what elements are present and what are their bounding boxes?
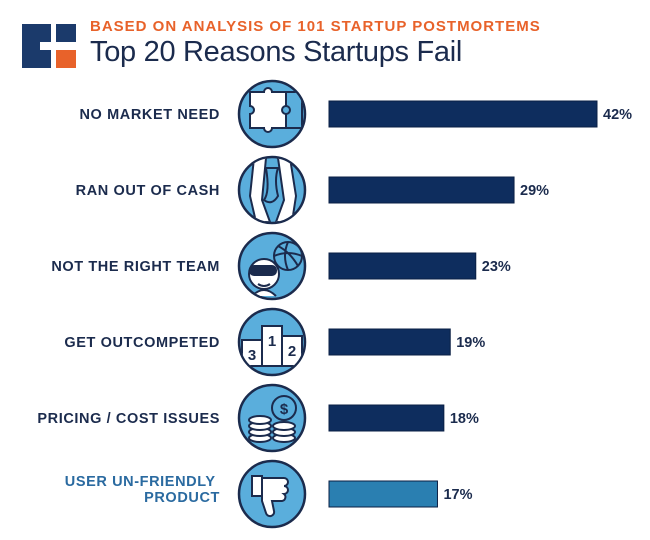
bar	[328, 480, 438, 508]
bar	[328, 100, 598, 128]
podium-number: 2	[288, 343, 296, 360]
value-label: 29%	[520, 183, 549, 199]
bar	[328, 176, 515, 204]
value-label: 19%	[456, 335, 485, 351]
vr-headset-icon	[237, 231, 307, 301]
page-title: Top 20 Reasons Startups Fail	[90, 36, 463, 68]
category-label: RAN OUT OF CASH	[76, 183, 220, 199]
podium-icon: 3 1 2	[237, 307, 307, 377]
puzzle-icon	[237, 79, 307, 149]
value-labels-group: 42% 29% 23% 19% 18% 17%	[443, 107, 632, 503]
dollar-sign: $	[280, 401, 289, 418]
coins-dollar-icon: $	[237, 383, 307, 453]
logo-icon	[22, 24, 76, 68]
category-label: PRICING / COST ISSUES	[37, 411, 220, 427]
thumbs-down-icon	[237, 459, 307, 529]
bars-group	[328, 100, 598, 508]
value-label: 18%	[450, 411, 479, 427]
category-label: NO MARKET NEED	[79, 107, 220, 123]
value-label: 42%	[603, 107, 632, 123]
value-label: 17%	[443, 487, 472, 503]
category-label: GET OUTCOMPETED	[64, 335, 220, 351]
bar	[328, 404, 445, 432]
subtitle: BASED ON ANALYSIS OF 101 STARTUP POSTMOR…	[90, 18, 541, 35]
value-label: 23%	[482, 259, 511, 275]
bar	[328, 328, 451, 356]
category-label: USER UN-FRIENDLY PRODUCT	[65, 474, 220, 506]
podium-number: 3	[248, 347, 256, 364]
bar	[328, 252, 477, 280]
category-label: NOT THE RIGHT TEAM	[51, 259, 220, 275]
empty-pocket-icon	[237, 155, 307, 225]
podium-number: 1	[268, 333, 276, 350]
